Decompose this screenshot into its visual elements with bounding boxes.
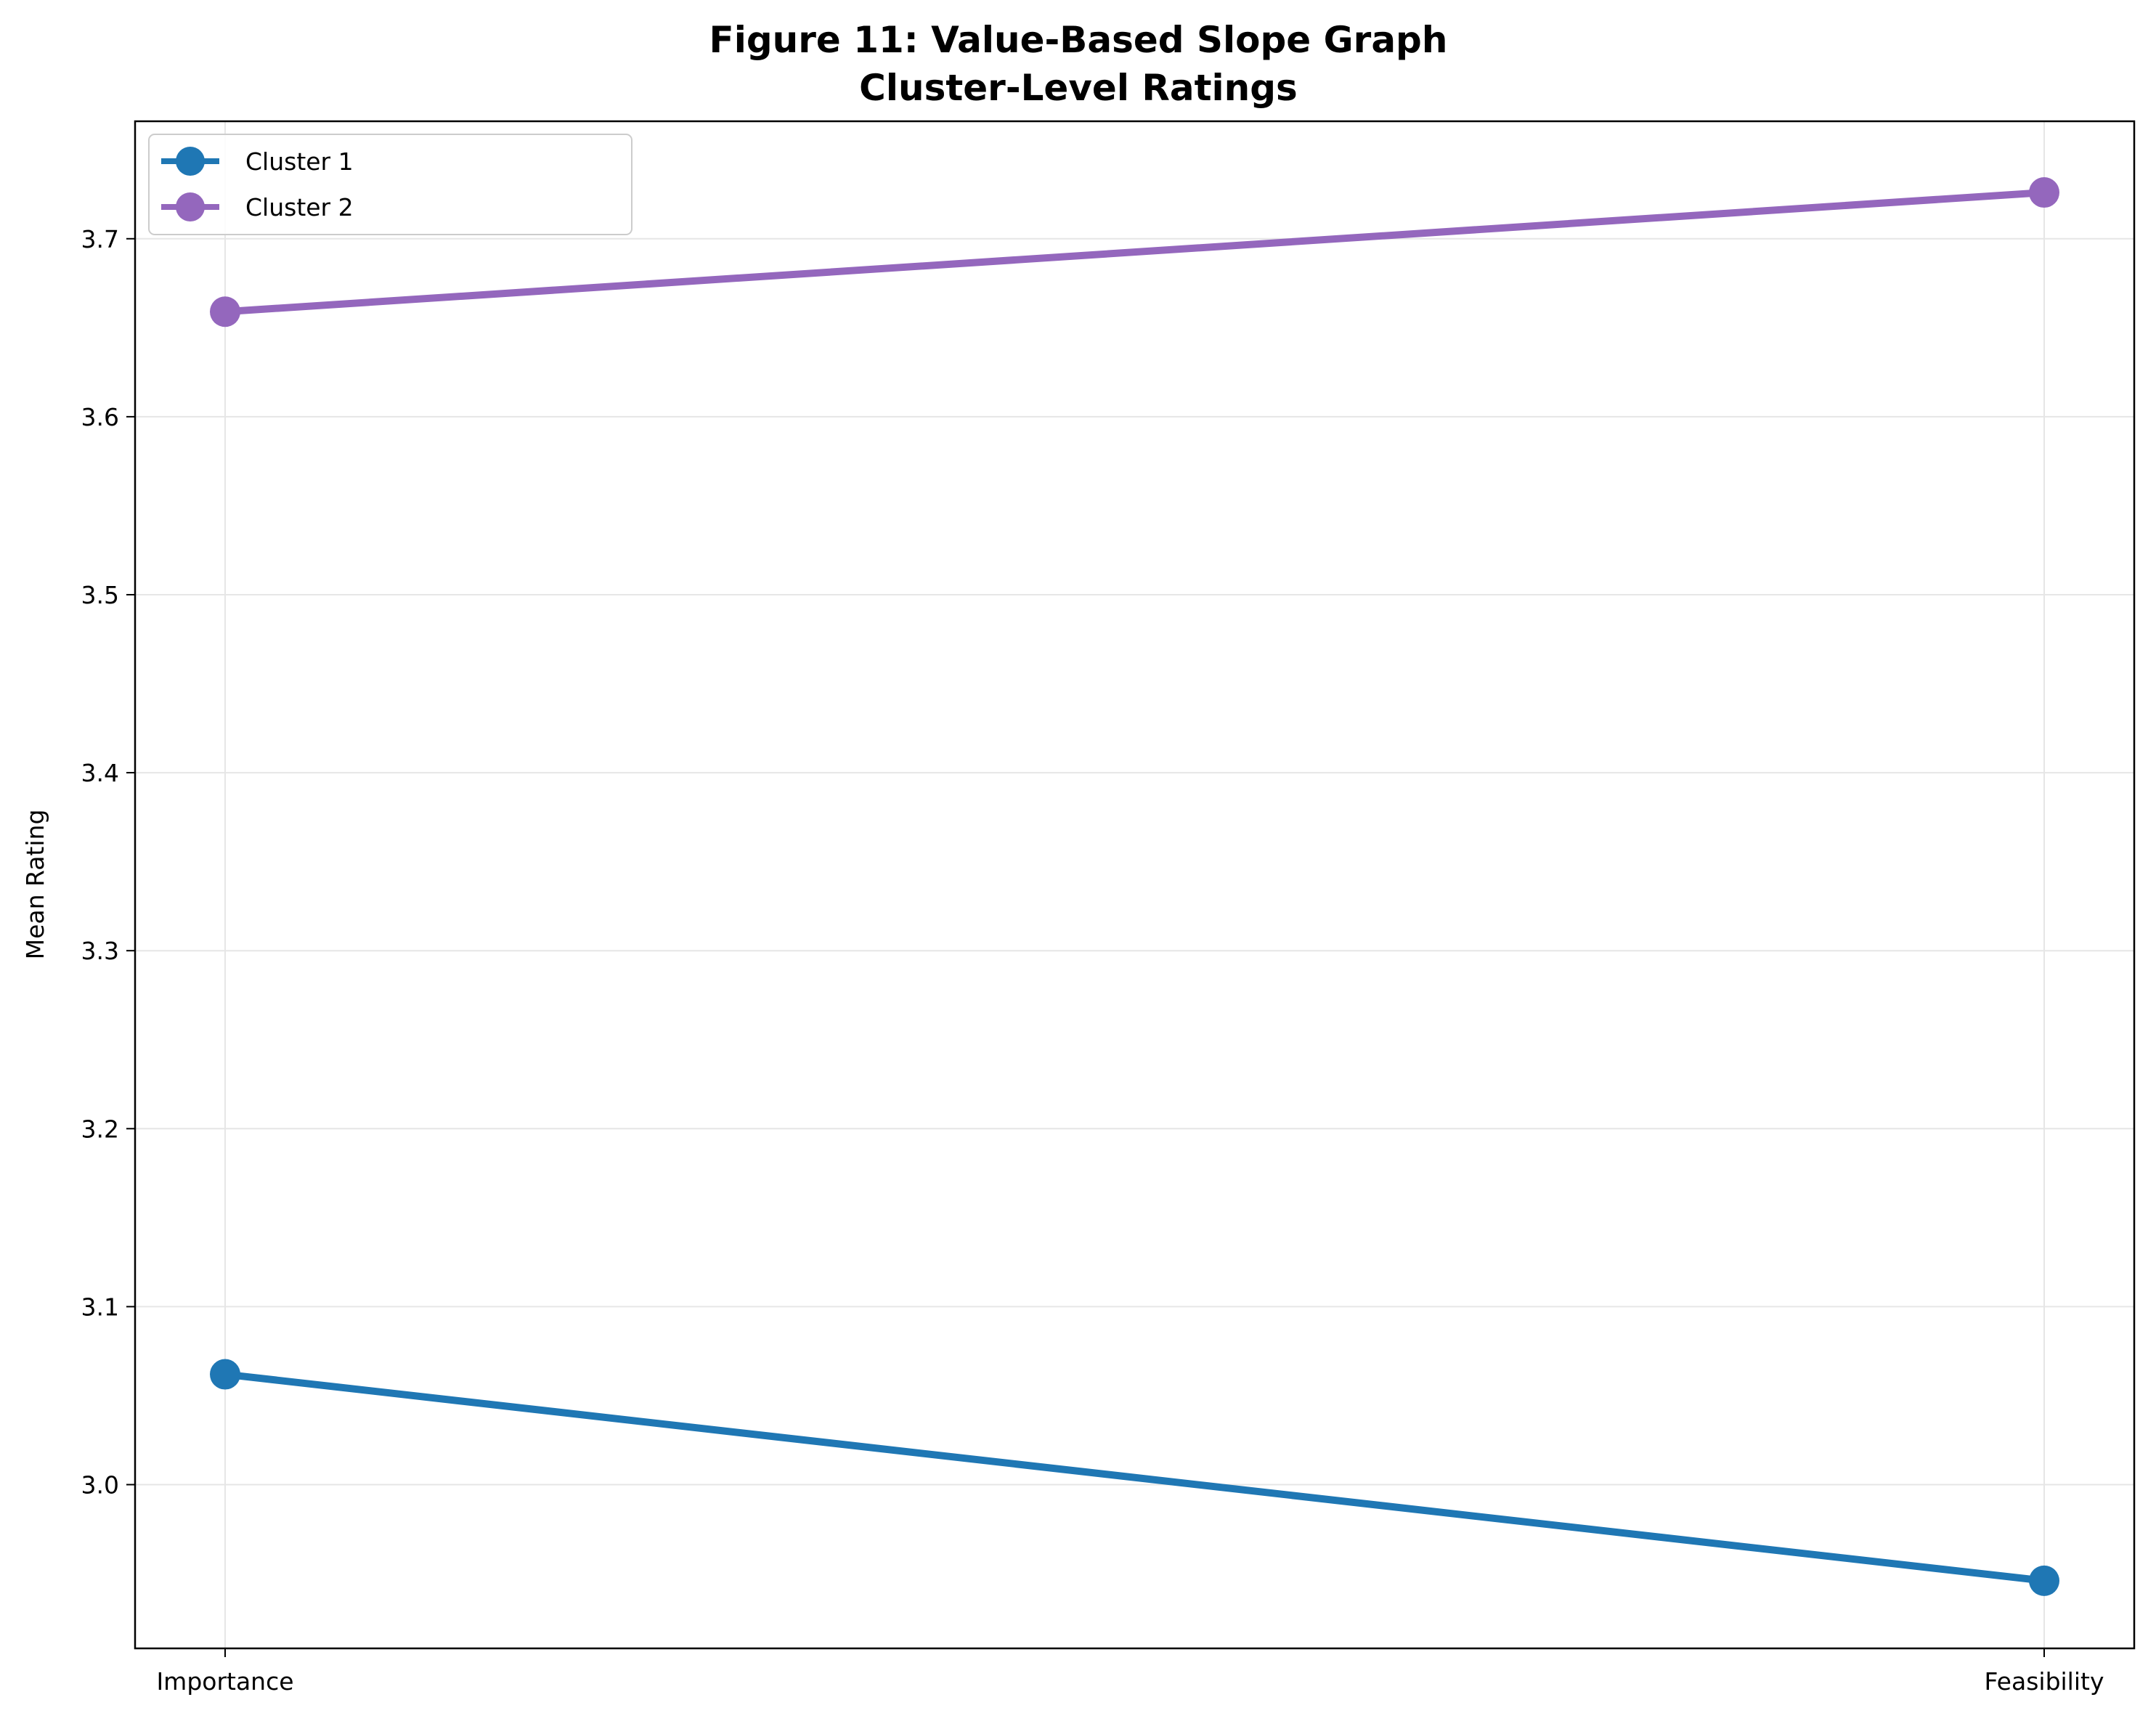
series-cluster-2 — [210, 177, 2059, 327]
x-tick-label: Importance — [156, 1667, 293, 1696]
y-tick-label: 3.4 — [81, 759, 119, 787]
plot-frame — [134, 120, 2136, 1650]
y-tick-label: 3.2 — [81, 1115, 119, 1143]
legend-marker-cluster-1 — [176, 147, 205, 176]
y-tick-label: 3.0 — [81, 1471, 119, 1500]
y-tick-label: 3.5 — [81, 581, 119, 609]
y-axis-label: Mean Rating — [21, 810, 49, 960]
legend-label-cluster-2: Cluster 2 — [245, 193, 354, 221]
data-point-cluster-2 — [2029, 177, 2059, 208]
legend-label-cluster-1: Cluster 1 — [245, 147, 354, 176]
x-tick-label: Feasibility — [1985, 1667, 2104, 1696]
series-cluster-1 — [210, 1359, 2059, 1596]
legend-box — [148, 134, 632, 235]
data-point-cluster-1 — [2029, 1565, 2059, 1596]
series-layer — [210, 177, 2059, 1596]
data-point-cluster-1 — [210, 1359, 240, 1390]
grid-layer — [135, 121, 2134, 1648]
legend: Cluster 1 Cluster 2 — [148, 134, 632, 235]
y-tick-label: 3.7 — [81, 225, 119, 253]
data-point-cluster-2 — [210, 296, 240, 327]
x-axis: Importance Feasibility — [156, 1648, 2104, 1696]
chart-subtitle: Cluster-Level Ratings — [859, 67, 1298, 109]
series-line-cluster-1 — [221, 1370, 2048, 1584]
y-axis: 3.0 3.1 3.2 3.3 3.4 3.5 3.6 3.7 — [81, 225, 135, 1500]
series-line-cluster-2 — [221, 189, 2048, 316]
chart-title: Figure 11: Value-Based Slope Graph — [709, 19, 1448, 61]
y-tick-label: 3.1 — [81, 1293, 119, 1321]
y-tick-label: 3.3 — [81, 937, 119, 965]
legend-marker-cluster-2 — [176, 192, 205, 221]
y-tick-label: 3.6 — [81, 403, 119, 431]
